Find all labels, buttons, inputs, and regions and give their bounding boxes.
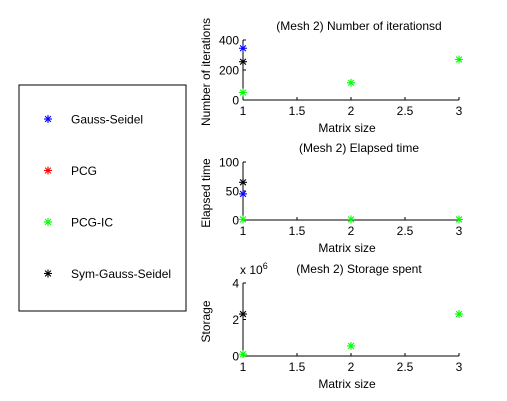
x-tick-label: 1	[240, 360, 247, 374]
x-axis-label: Matrix size	[318, 121, 376, 135]
x-tick-label: 3	[456, 104, 463, 118]
data-point	[347, 341, 355, 350]
x-tick-label: 3	[456, 360, 463, 374]
x-tick-label: 1.5	[289, 224, 306, 238]
x-tick-label: 2	[348, 104, 355, 118]
legend-label: Gauss-Seidel	[71, 113, 143, 127]
y-exponent-label: x 106	[240, 261, 268, 277]
legend-label: PCG-IC	[71, 216, 113, 230]
x-tick-label: 2.5	[397, 360, 414, 374]
legend: Gauss-Seidel PCG PCG-IC Sym-Gauss-Seidel	[18, 84, 187, 312]
legend-marker-0	[44, 115, 52, 123]
x-tick-label: 2.5	[397, 104, 414, 118]
data-point	[239, 178, 247, 187]
y-axis-label: Storage	[199, 300, 213, 342]
data-point	[239, 57, 247, 66]
x-tick-label: 1	[240, 224, 247, 238]
subplot-1: 1 1.5 2 2.5 3 0 200 400 (Mesh 2) Number of itera…	[199, 18, 463, 135]
subplot-title: (Mesh 2) Elapsed time	[299, 141, 419, 155]
x-tick-label: 3	[456, 224, 463, 238]
subplot-2: 1 1.5 2 2.5 3 0 50 100 (Mesh 2) Elapsed time Matr…	[199, 141, 463, 255]
x-tick-label: 2	[348, 360, 355, 374]
data-point	[347, 215, 355, 224]
y-tick-label: 0	[232, 214, 239, 228]
y-tick-label: 400	[219, 34, 239, 48]
subplot-title: (Mesh 2) Number of iterationsd	[276, 19, 441, 33]
x-tick-label: 1	[240, 104, 247, 118]
subplot-title: (Mesh 2) Storage spent	[296, 262, 422, 276]
y-tick-label: 2	[232, 313, 239, 327]
data-point	[239, 88, 247, 97]
x-axis-label: Matrix size	[318, 377, 376, 391]
legend-marker-2	[44, 218, 52, 226]
y-axis-label: Number of iterations	[199, 18, 213, 126]
y-tick-label: 50	[226, 185, 240, 199]
legend-marker-1	[44, 166, 52, 175]
legend-label: Sym-Gauss-Seidel	[71, 267, 171, 281]
y-tick-label: 0	[232, 350, 239, 364]
data-point	[455, 310, 463, 319]
data-point	[455, 55, 463, 64]
legend-label: PCG	[71, 164, 97, 178]
y-axis-label: Elapsed time	[199, 158, 213, 228]
y-tick-label: 200	[219, 64, 239, 78]
data-point	[455, 215, 463, 224]
data-point	[239, 350, 247, 359]
data-point	[239, 215, 247, 224]
x-tick-label: 2	[348, 224, 355, 238]
x-axis-label: Matrix size	[318, 241, 376, 255]
subplot-3: 1 1.5 2 2.5 3 0 2 4 (Mesh 2) Storage spent Matrix…	[199, 261, 463, 391]
y-tick-label: 100	[219, 156, 239, 170]
y-tick-label: 0	[232, 94, 239, 108]
data-point	[239, 44, 247, 53]
x-tick-label: 1.5	[289, 360, 306, 374]
data-point	[239, 189, 247, 198]
x-tick-label: 2.5	[397, 224, 414, 238]
y-tick-label: 4	[232, 277, 239, 291]
x-tick-label: 1.5	[289, 104, 306, 118]
legend-marker-3	[44, 269, 52, 278]
data-point	[347, 78, 355, 87]
data-point	[239, 310, 247, 319]
